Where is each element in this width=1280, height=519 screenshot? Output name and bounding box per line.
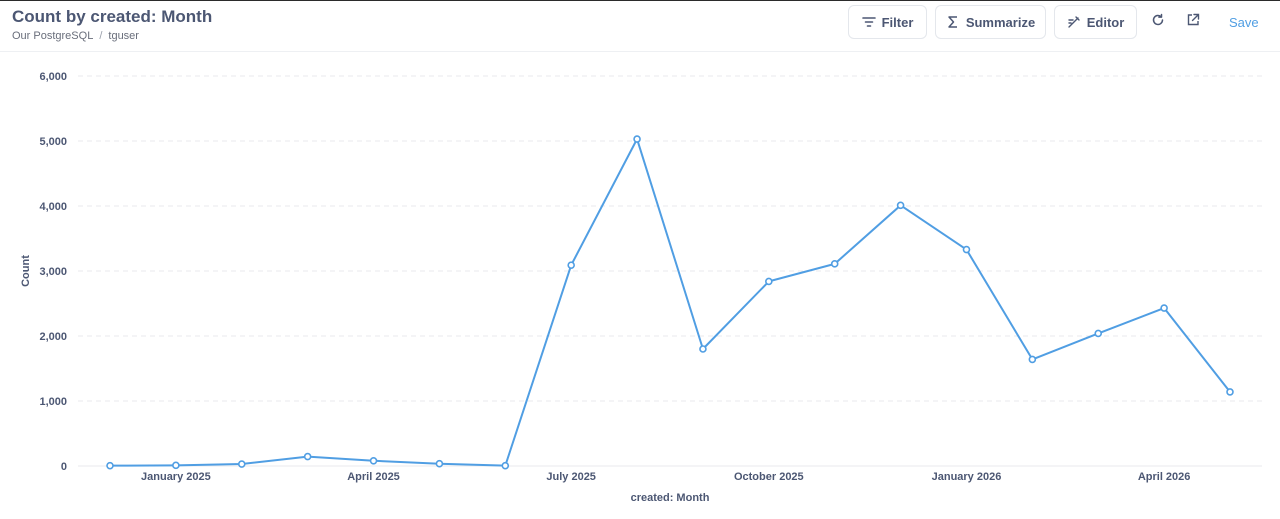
y-tick-label: 1,000 bbox=[39, 396, 67, 408]
data-point bbox=[435, 459, 444, 468]
data-point bbox=[633, 135, 641, 143]
refresh-button[interactable] bbox=[1150, 13, 1166, 32]
x-tick-label: April 2025 bbox=[347, 471, 400, 483]
data-point bbox=[896, 201, 905, 210]
x-tick-label: July 2025 bbox=[546, 471, 596, 483]
series-line bbox=[109, 138, 1231, 467]
data-point bbox=[501, 461, 510, 470]
y-tick-label: 3,000 bbox=[39, 266, 67, 278]
query-header: Count by created: Month Our PostgreSQL /… bbox=[0, 1, 1280, 52]
data-point bbox=[699, 345, 707, 353]
data-point bbox=[237, 460, 246, 468]
page-title: Count by created: Month bbox=[12, 7, 213, 26]
breadcrumb-database[interactable]: Our PostgreSQL bbox=[12, 30, 94, 42]
data-point bbox=[830, 260, 839, 268]
y-tick-label: 2,000 bbox=[39, 331, 67, 343]
x-axis-title: created: Month bbox=[631, 492, 710, 504]
summarize-button-label: Summarize bbox=[965, 14, 1036, 30]
x-tick-label: January 2026 bbox=[932, 471, 1002, 483]
x-tick-label: April 2026 bbox=[1138, 471, 1191, 483]
data-point bbox=[303, 452, 312, 461]
y-tick-label: 4,000 bbox=[39, 201, 67, 213]
data-point bbox=[567, 261, 575, 269]
breadcrumb-table[interactable]: tguser bbox=[108, 30, 139, 42]
data-point bbox=[1094, 329, 1103, 338]
y-tick-label: 0 bbox=[61, 461, 67, 473]
y-axis-title: Count bbox=[20, 255, 32, 287]
breadcrumb-separator: / bbox=[99, 30, 103, 42]
save-button[interactable]: Save bbox=[1229, 15, 1259, 30]
summarize-button[interactable]: Summarize bbox=[935, 5, 1046, 39]
notebook-icon bbox=[1067, 15, 1081, 29]
window-top-border bbox=[0, 0, 1280, 1]
data-point bbox=[369, 456, 378, 465]
data-point bbox=[1028, 355, 1037, 364]
data-point bbox=[1160, 304, 1168, 312]
y-tick-label: 5,000 bbox=[39, 136, 67, 148]
open-in-new-button[interactable] bbox=[1185, 13, 1201, 32]
editor-button[interactable]: Editor bbox=[1054, 5, 1137, 39]
x-tick-label: January 2025 bbox=[141, 471, 211, 483]
data-point bbox=[765, 277, 773, 286]
y-tick-label: 6,000 bbox=[39, 71, 67, 83]
filter-button-label: Filter bbox=[881, 14, 914, 30]
x-tick-label: October 2025 bbox=[734, 471, 804, 483]
refresh-icon bbox=[1151, 13, 1165, 32]
sigma-icon bbox=[946, 15, 960, 29]
breadcrumb: Our PostgreSQL / tguser bbox=[12, 30, 139, 42]
filter-icon bbox=[861, 15, 876, 29]
data-point bbox=[106, 461, 114, 470]
data-point bbox=[172, 461, 180, 470]
filter-button[interactable]: Filter bbox=[848, 5, 927, 39]
editor-button-label: Editor bbox=[1086, 14, 1125, 30]
data-point bbox=[1226, 388, 1234, 396]
external-link-icon bbox=[1186, 13, 1200, 32]
data-point bbox=[962, 245, 971, 254]
